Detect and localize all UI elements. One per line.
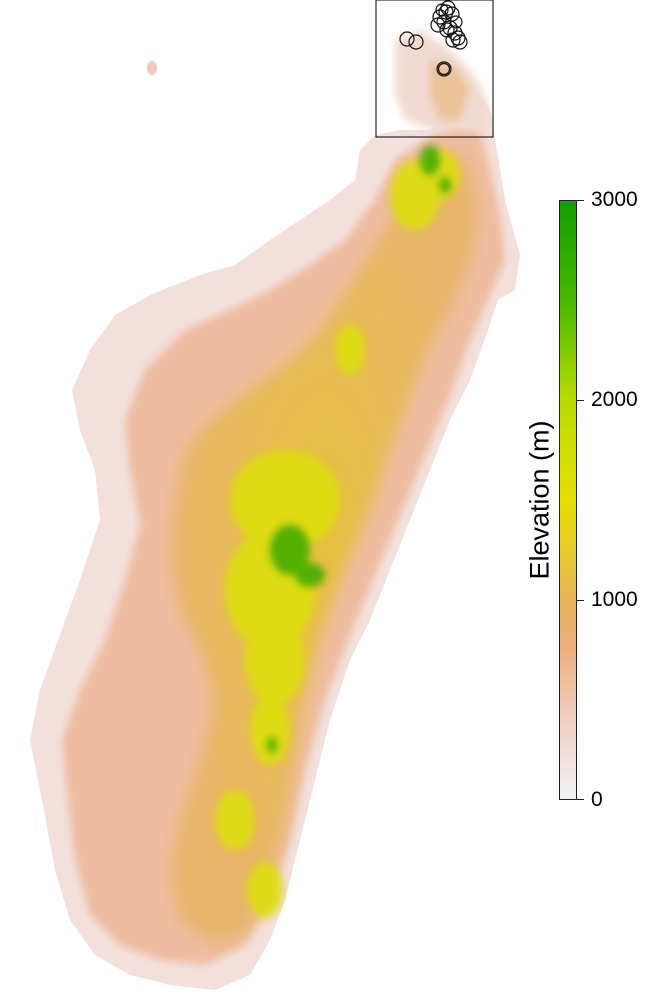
legend-tick-label: 3000 <box>591 188 638 211</box>
legend-tick <box>577 799 584 800</box>
legend-title: Elevation (m) <box>524 420 555 580</box>
occurrence-points <box>399 0 468 77</box>
green-peaks <box>267 145 451 753</box>
legend-tick-label: 2000 <box>591 388 638 411</box>
highland-zone <box>170 150 478 945</box>
inset-box <box>375 0 494 138</box>
yellow-peaks <box>215 150 460 918</box>
legend-tick <box>577 600 584 601</box>
offshore-island <box>147 61 157 75</box>
legend-tick-label: 1000 <box>591 588 638 611</box>
legend-tick <box>577 400 584 401</box>
legend-tick <box>577 200 584 201</box>
elevation-colorbar <box>559 200 577 800</box>
legend-tick-label: 0 <box>591 788 603 811</box>
